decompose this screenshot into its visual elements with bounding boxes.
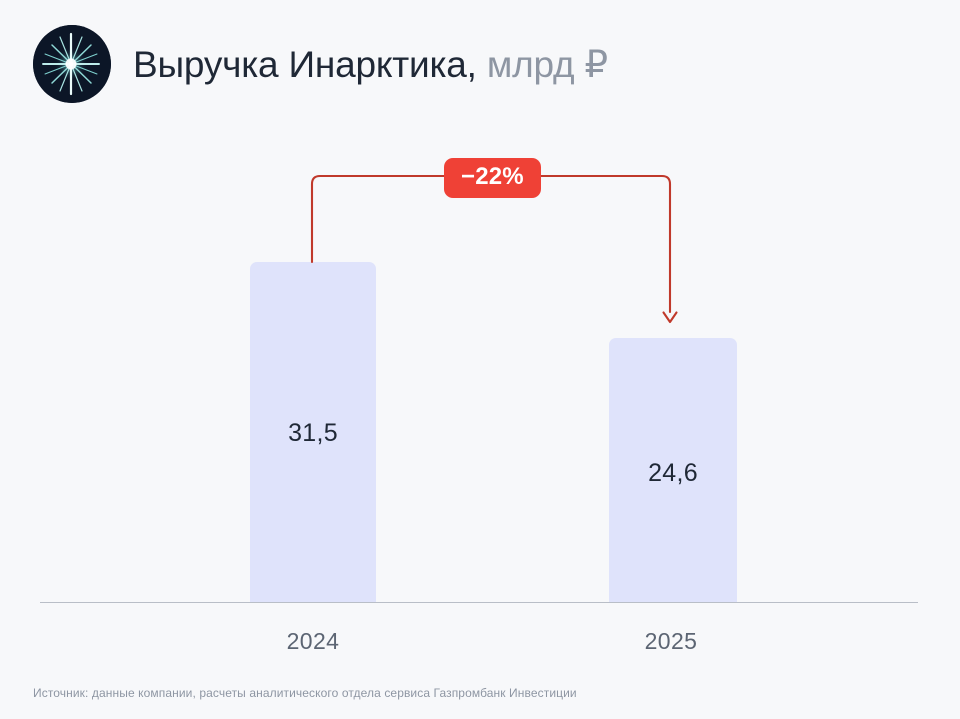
bar-2024 (250, 262, 376, 603)
title-main-text: Выручка Инарктика, (133, 43, 477, 85)
chart-header: Выручка Инарктика, млрд ₽ (33, 25, 608, 103)
bar-value-2025: 24,6 (648, 459, 698, 487)
delta-badge: −22% (444, 158, 541, 198)
bar-2025 (609, 338, 737, 603)
starburst-logo-icon (33, 25, 111, 103)
x-axis-label-2025: 2025 (644, 628, 698, 654)
bar-value-2024: 31,5 (288, 419, 338, 447)
axis-baseline (40, 602, 918, 603)
x-axis-label-2024: 2024 (286, 628, 340, 654)
title-units-text: млрд ₽ (486, 43, 608, 85)
source-note: Источник: данные компании, расчеты анали… (33, 686, 577, 700)
page-title: Выручка Инарктика, млрд ₽ (133, 46, 608, 83)
